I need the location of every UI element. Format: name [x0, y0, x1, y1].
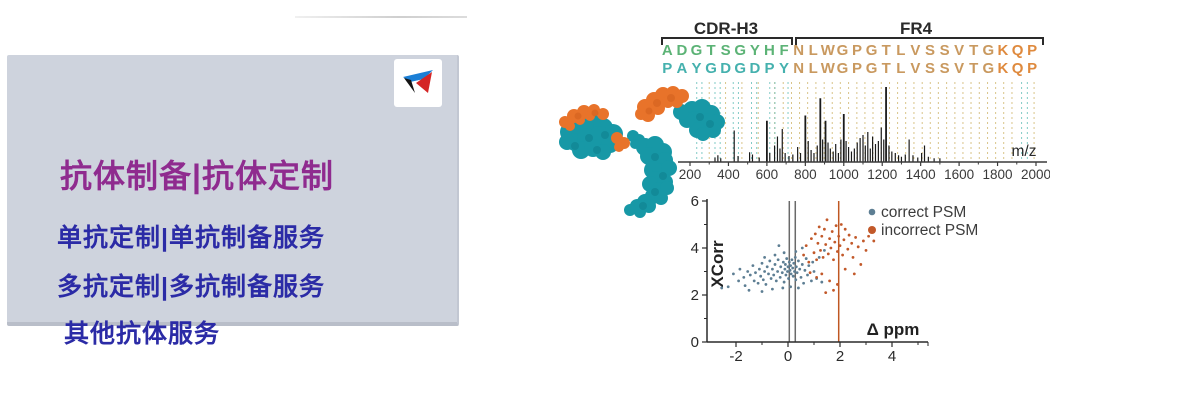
residue-letter: V: [910, 60, 921, 77]
residue-letter: G: [865, 60, 878, 77]
residue-letter: G: [734, 42, 747, 59]
residue-letter: A: [661, 42, 673, 59]
residue-letter: L: [896, 42, 906, 59]
legend-label-incorrect-psm: incorrect PSM: [881, 222, 978, 239]
residue-letter: S: [720, 42, 731, 59]
residue-letter: V: [954, 42, 965, 59]
svg-text:400: 400: [717, 167, 740, 182]
svg-text:4: 4: [691, 240, 699, 257]
mass-spectrum-chart: 200 400 600 800 1000 1200 1400 1600 1800 2000 m/z: [678, 82, 1050, 182]
svg-text:0: 0: [691, 334, 699, 351]
service-item-polyclonal: 多抗定制|多抗制备服务: [57, 273, 325, 301]
residue-letter: T: [881, 42, 891, 59]
residue-letter: P: [852, 42, 863, 59]
svg-text:600: 600: [756, 167, 779, 182]
residue-letter: P: [1027, 42, 1038, 59]
residue-letter: W: [820, 42, 835, 59]
residue-letter: G: [865, 42, 878, 59]
residue-letter: K: [997, 60, 1009, 77]
residue-letter: S: [924, 42, 935, 59]
residue-letter: V: [910, 42, 921, 59]
service-text-panel: 抗体制备|抗体定制 单抗定制|单抗制备服务 多抗定制|多抗制备服务 其他抗体服务: [7, 55, 459, 348]
company-logo: [394, 59, 442, 107]
svg-text:6: 6: [691, 193, 699, 210]
residue-letter: P: [764, 60, 775, 77]
residue-letter: Y: [749, 42, 760, 59]
residue-letter: S: [939, 42, 950, 59]
residue-letter: G: [836, 42, 849, 59]
svg-text:-2: -2: [729, 348, 742, 365]
mz-axis-label: m/z: [1012, 143, 1037, 160]
residue-letter: G: [982, 60, 995, 77]
residue-letter: G: [982, 42, 995, 59]
triangle-logo-icon: [403, 70, 433, 93]
residue-letter: L: [808, 60, 818, 77]
service-item-monoclonal: 单抗定制|单抗制备服务: [57, 224, 325, 252]
residue-letter: Y: [779, 60, 790, 77]
residue-letter: A: [676, 60, 688, 77]
residue-letter: L: [808, 42, 818, 59]
residue-letter: N: [793, 60, 805, 77]
antibody-structure-illustration: [559, 86, 725, 218]
svg-text:800: 800: [794, 167, 817, 182]
residue-letter: S: [939, 60, 950, 77]
service-item-other: 其他抗体服务: [64, 320, 221, 348]
svg-text:0: 0: [784, 348, 792, 365]
residue-letter: P: [662, 60, 673, 77]
residue-letter: G: [690, 42, 703, 59]
residue-letter: H: [764, 42, 775, 59]
svg-text:1600: 1600: [944, 167, 974, 182]
svg-text:1200: 1200: [867, 167, 897, 182]
svg-text:2: 2: [691, 287, 699, 304]
cdr-h3-label: CDR-H3: [693, 19, 759, 38]
ppm-axis-label: Δ ppm: [867, 320, 920, 339]
svg-text:2000: 2000: [1021, 167, 1050, 182]
svg-text:200: 200: [679, 167, 702, 182]
svg-text:2: 2: [836, 348, 844, 365]
residue-letter: L: [896, 60, 906, 77]
cdr-h3-bracket: [661, 37, 793, 45]
panel-title: 抗体制备|抗体定制: [60, 158, 334, 194]
svg-text:1800: 1800: [983, 167, 1013, 182]
residue-letter: P: [1027, 60, 1038, 77]
residue-letter: T: [969, 60, 979, 77]
fr4-label: FR4: [899, 19, 933, 38]
legend-label-correct-psm: correct PSM: [881, 204, 966, 221]
residue-letter: K: [997, 42, 1009, 59]
residue-letter: G: [836, 60, 849, 77]
residue-letter: P: [852, 60, 863, 77]
residue-letter: F: [779, 42, 789, 59]
residue-letter: Q: [1011, 42, 1024, 59]
residue-letter: G: [734, 60, 747, 77]
residue-letter: D: [676, 42, 688, 59]
top-divider-line: [295, 16, 467, 18]
svg-text:1000: 1000: [829, 167, 859, 182]
residue-letter: V: [954, 60, 965, 77]
residue-letter: G: [705, 60, 717, 77]
residue-letter: T: [706, 42, 716, 59]
residue-letter: Y: [691, 60, 702, 77]
xcorr-scatter-chart: 0 2 4 6 -2 0 2 4 XCorr Δ ppm correct PSMincorrect …: [691, 193, 979, 365]
residue-letter: D: [749, 60, 761, 77]
svg-text:1400: 1400: [906, 167, 936, 182]
residue-letter: T: [969, 42, 979, 59]
residue-letter: D: [720, 60, 732, 77]
residue-letter: Q: [1011, 60, 1024, 77]
residue-letter: W: [820, 60, 835, 77]
residue-letter: S: [924, 60, 935, 77]
residue-letter: N: [793, 42, 805, 59]
fr4-bracket: [795, 37, 1044, 45]
residue-letter: T: [881, 60, 891, 77]
svg-text:4: 4: [888, 348, 896, 365]
xcorr-axis-label: XCorr: [708, 240, 727, 288]
